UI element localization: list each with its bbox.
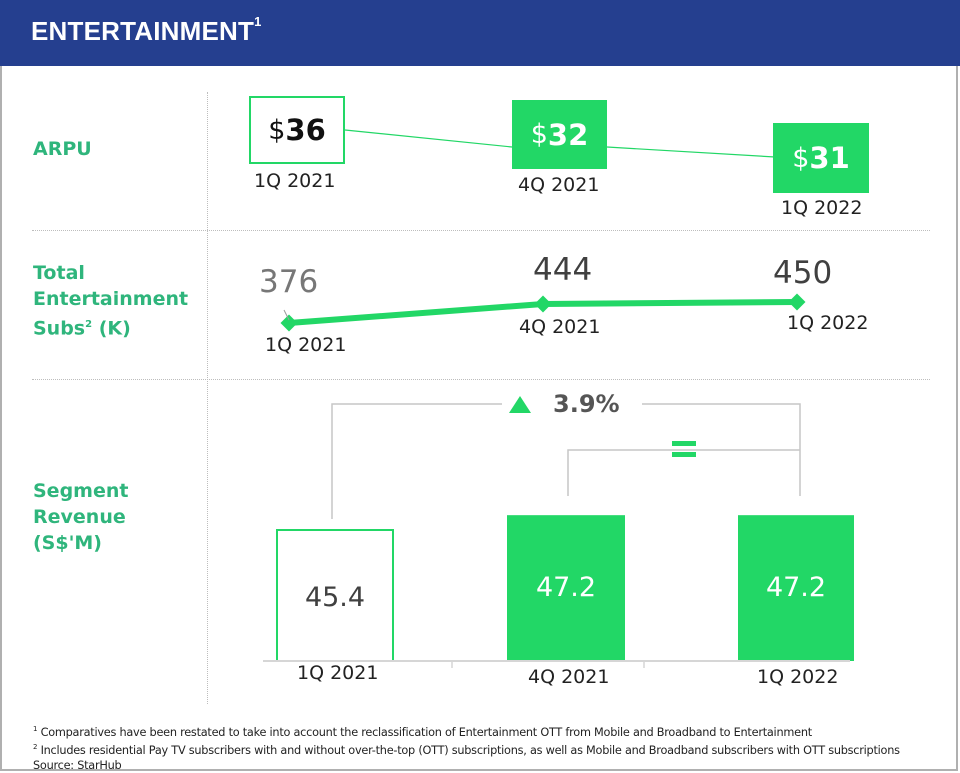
revenue-label-line1: Segment <box>33 480 129 502</box>
revenue-label-line3: (S$'M) <box>33 532 102 554</box>
footnotes: 1 Comparatives have been restated to tak… <box>33 722 900 773</box>
arpu-box-4q2021: $32 <box>512 100 607 169</box>
footnote-1-text: Comparatives have been restated to take … <box>40 725 813 739</box>
subs-label-unit: (K) <box>92 317 131 340</box>
revenue-label: Segment Revenue (S$'M) <box>33 478 128 556</box>
subs-footnote-marker: 2 <box>85 319 93 330</box>
arpu-value: 32 <box>547 117 589 152</box>
revenue-bar-1q-2022 <box>738 515 854 661</box>
arpu-label-text: ARPU <box>33 138 92 160</box>
equal-sign-icon-top <box>672 441 696 446</box>
footnote-2-text: Includes residential Pay TV subscribers … <box>40 743 900 757</box>
subs-value: 376 <box>259 264 319 300</box>
growth-percent-label: 3.9% <box>553 390 620 418</box>
arpu-box-1q2022: $31 <box>773 123 869 193</box>
bar-value-label: 45.4 <box>304 582 366 613</box>
bar-value-label: 47.2 <box>535 572 597 603</box>
arpu-currency: $ <box>268 114 286 146</box>
footnote-1-marker: 1 <box>33 725 38 733</box>
title-footnote-marker: 1 <box>254 14 262 29</box>
page-title-text: ENTERTAINMENT <box>31 16 255 46</box>
subs-label: Total Entertainment Subs2 (K) <box>33 260 188 341</box>
subs-label-line1: Total <box>33 262 85 284</box>
header-bar: ENTERTAINMENT1 <box>0 0 960 66</box>
arpu-currency: $ <box>530 119 548 150</box>
subs-label-leader <box>283 309 290 321</box>
bar-category-label: 4Q 2021 <box>528 666 610 688</box>
page-title: ENTERTAINMENT1 <box>31 14 262 47</box>
arpu-label: ARPU <box>33 136 92 162</box>
subs-label-line2: Entertainment <box>33 288 189 310</box>
source-note: Source: StarHub <box>33 758 122 772</box>
arpu-connector-2 <box>606 146 776 158</box>
subs-period-label: 1Q 2021 <box>265 334 347 356</box>
growth-bracket-outer-right <box>642 403 801 496</box>
arpu-period-label: 4Q 2021 <box>518 174 600 196</box>
arpu-value: 31 <box>809 141 850 175</box>
subs-label-line3-text: Subs <box>33 317 86 340</box>
growth-bracket-outer-left <box>331 403 502 519</box>
arpu-period-label: 1Q 2021 <box>254 170 336 192</box>
revenue-label-line2: Revenue <box>33 506 126 528</box>
bar-category-label: 1Q 2022 <box>757 666 839 688</box>
footnote-2: 2 Includes residential Pay TV subscriber… <box>33 740 900 758</box>
growth-bracket-inner <box>567 449 800 496</box>
up-triangle-icon <box>509 396 531 413</box>
bar-category-label: 1Q 2021 <box>297 662 379 684</box>
arpu-value: 36 <box>285 113 326 147</box>
content-frame <box>0 66 958 771</box>
equal-sign-icon-bottom <box>672 452 696 457</box>
arpu-currency: $ <box>792 142 810 174</box>
revenue-bars <box>276 515 854 662</box>
subs-marker-1 <box>280 314 298 332</box>
subs-label-line3: Subs2 (K) <box>33 312 188 341</box>
subs-value: 450 <box>773 255 833 291</box>
arpu-box-1q2021: $36 <box>249 96 345 164</box>
subs-marker-3 <box>788 293 806 311</box>
column-divider <box>207 92 208 704</box>
arpu-connector-1 <box>344 129 513 148</box>
subs-period-label: 4Q 2021 <box>519 316 601 338</box>
row-divider-1 <box>32 230 930 231</box>
revenue-bar-4q-2021 <box>507 515 625 661</box>
footnote-1: 1 Comparatives have been restated to tak… <box>33 722 900 740</box>
row-divider-2 <box>32 379 930 380</box>
bar-value-label: 47.2 <box>765 572 827 603</box>
subs-value: 444 <box>533 252 593 288</box>
subs-marker-2 <box>534 295 552 313</box>
subs-period-label: 1Q 2022 <box>787 312 869 334</box>
arpu-period-label: 1Q 2022 <box>781 197 863 219</box>
footnote-2-marker: 2 <box>33 742 38 751</box>
